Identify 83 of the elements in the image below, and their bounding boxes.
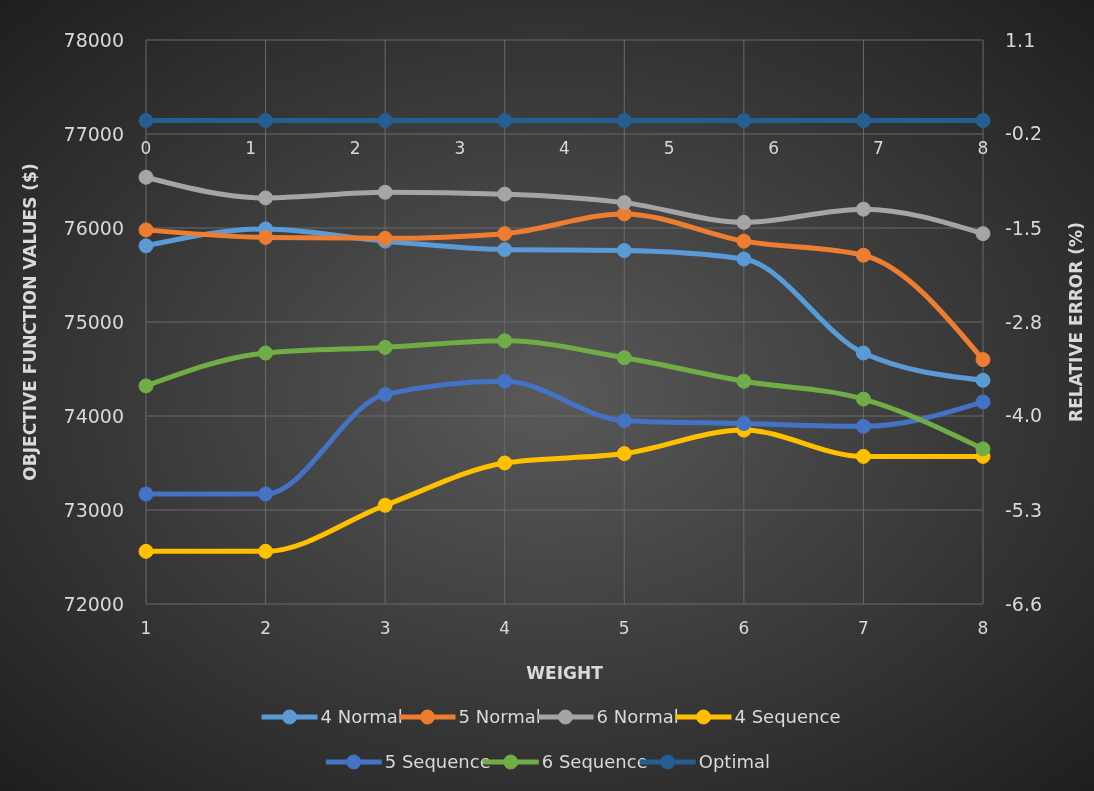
x2-tick-label: 3 [454,137,466,158]
legend-label: 4 Normal [320,706,403,728]
x-tick-label: 1 [140,618,152,638]
x-tick-label: 5 [618,618,630,638]
y-axis-title: OBJECTIVE FUNCTION VALUES ($) [20,163,40,481]
point [855,201,871,217]
y-tick-label: 77000 [63,122,124,145]
y-tick-label: 74000 [63,404,124,427]
y-tick-label: 73000 [63,498,124,521]
point [497,242,513,258]
point [377,184,393,200]
point [855,345,871,361]
legend-label: 5 Normal [458,706,541,728]
x-tick-label: 7 [858,618,869,638]
x-tick-label: 4 [499,618,511,638]
x-tick-label: 2 [260,618,271,638]
point [736,251,752,267]
point [497,455,513,471]
x2-tick-label: 2 [349,137,361,158]
point [855,418,871,434]
point [975,372,991,388]
y2-tick-label: -0.2 [1005,122,1043,145]
point [497,373,513,389]
point [497,333,513,349]
point [975,226,991,242]
point [736,233,752,249]
y2-axis-title: RELATIVE ERROR (%) [1066,222,1086,422]
point [736,373,752,389]
legend-label: 6 Sequence [541,751,648,773]
y2-tick-label: -5.3 [1005,498,1043,521]
point [138,378,154,394]
point [258,345,274,361]
point [377,386,393,402]
point [736,416,752,432]
y-tick-label: 72000 [63,592,124,615]
point [975,394,991,410]
point [975,441,991,457]
point [377,339,393,355]
x-tick-label: 8 [977,618,989,638]
point [258,229,274,245]
x-tick-label: 3 [379,618,391,638]
point [855,391,871,407]
x-axis-title: WEIGHT [526,663,604,683]
point [616,195,632,211]
point [616,350,632,366]
x2-tick-label: 7 [872,137,884,158]
point [855,247,871,263]
point [616,413,632,429]
point [258,543,274,559]
point [138,543,154,559]
y-tick-label: 76000 [63,216,124,239]
y2-tick-label: -6.6 [1005,592,1043,615]
point [258,190,274,206]
x2-tick-label: 6 [768,137,780,158]
point [855,448,871,464]
point [138,238,154,254]
legend-label: Optimal [698,751,770,773]
x2-tick-label: 5 [663,137,675,158]
legend-label: 5 Sequence [384,751,491,773]
y-tick-label: 75000 [63,310,124,333]
legend-label: 4 Sequence [734,706,841,728]
point [258,486,274,502]
point [497,226,513,242]
x2-tick-label: 1 [245,137,257,158]
point [736,214,752,230]
y-tick-label: 78000 [63,28,124,51]
point [138,222,154,238]
y2-tick-label: -4.0 [1005,404,1043,427]
x2-tick-label: 4 [559,137,570,158]
y2-tick-label: -2.8 [1005,310,1043,333]
legend-label: 6 Normal [596,706,679,728]
point [616,243,632,259]
y2-tick-label: 1.1 [1005,28,1036,51]
x2-tick-label: 0 [140,137,152,158]
point [377,497,393,513]
point [975,352,991,368]
point [138,486,154,502]
point [616,446,632,462]
point [138,169,154,185]
x-tick-label: 6 [738,618,750,638]
y2-tick-label: -1.5 [1005,216,1043,239]
x2-tick-label: 8 [977,137,989,158]
point [497,186,513,202]
